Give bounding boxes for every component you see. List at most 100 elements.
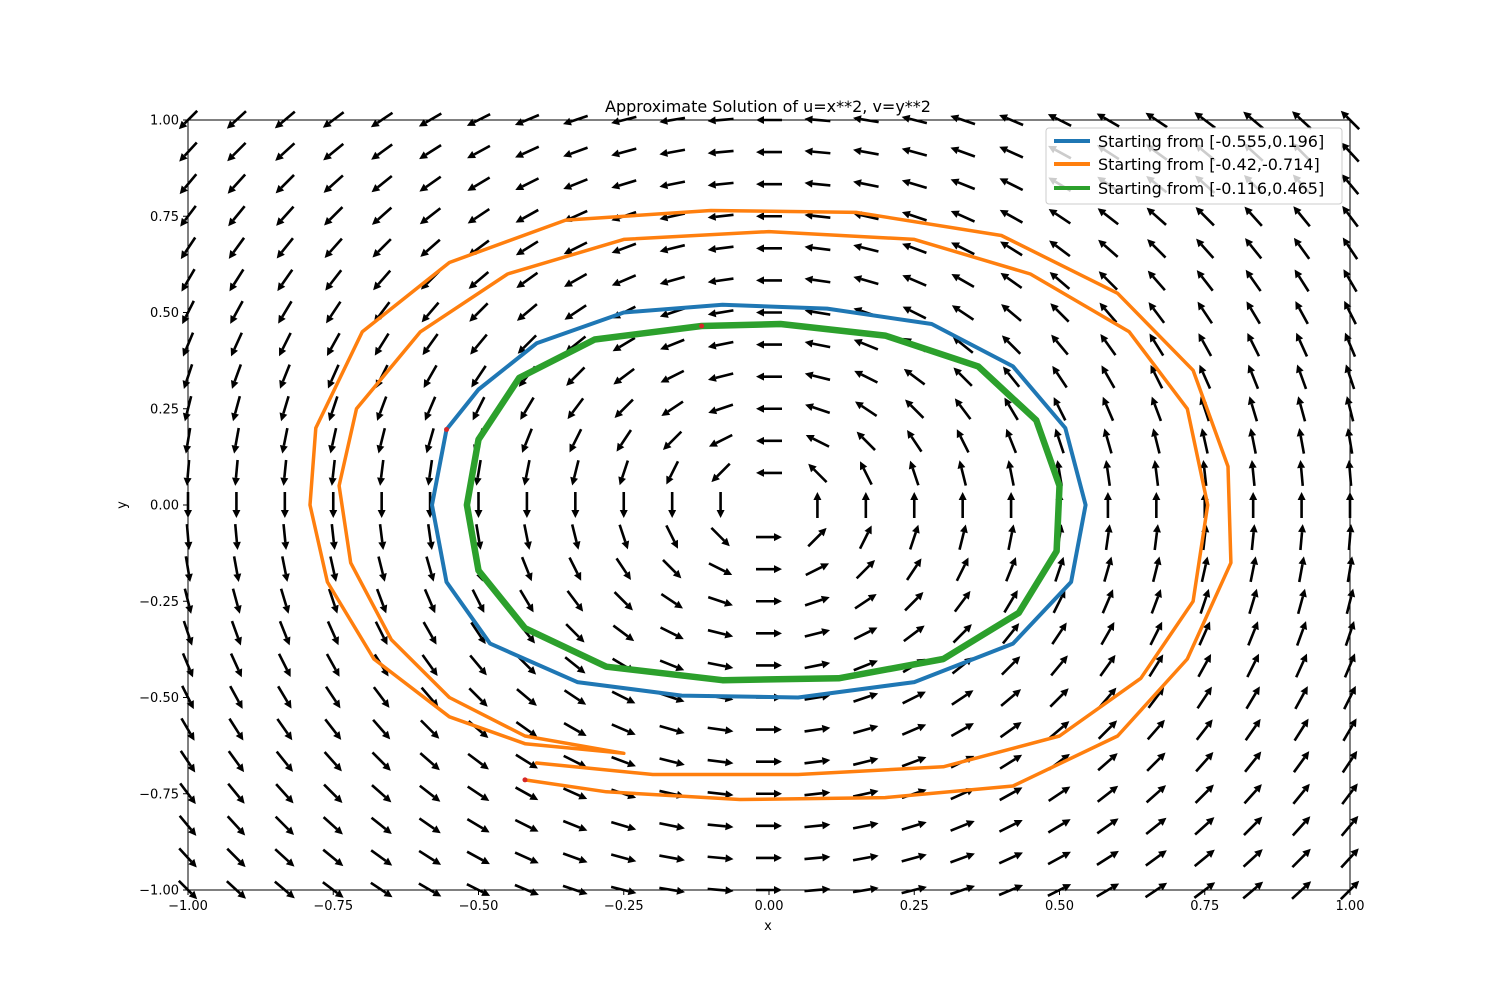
vector-arrow — [421, 301, 440, 323]
vector-arrow — [660, 338, 685, 351]
start-point-series-2 — [522, 777, 528, 783]
vector-arrow — [1001, 335, 1022, 355]
vector-arrow — [756, 180, 782, 189]
vector-arrow — [179, 141, 198, 162]
vector-arrow — [853, 243, 879, 253]
vector-arrow — [377, 492, 386, 518]
vector-arrow — [229, 653, 243, 678]
vector-arrow — [371, 143, 393, 160]
vector-arrow — [1344, 364, 1356, 390]
vector-arrow — [1194, 784, 1214, 804]
vector-arrow — [519, 589, 534, 613]
vector-arrow — [804, 660, 831, 670]
vector-arrow — [1242, 881, 1264, 900]
vector-arrow — [275, 783, 294, 804]
vector-arrow — [1199, 364, 1212, 390]
vector-arrow — [910, 492, 919, 518]
vector-arrow — [1103, 492, 1112, 518]
vector-arrow — [1246, 653, 1259, 678]
vector-arrow — [1246, 301, 1261, 325]
x-tick-label: −0.50 — [459, 899, 499, 914]
vector-arrow — [804, 211, 831, 220]
vector-arrow — [1000, 689, 1022, 707]
vector-arrow — [615, 557, 631, 580]
vector-arrow — [377, 556, 387, 582]
vector-arrow — [377, 459, 386, 486]
vector-arrow — [182, 620, 194, 646]
vector-arrow — [327, 396, 339, 422]
vector-arrow — [1341, 750, 1358, 774]
vector-arrow — [370, 881, 393, 898]
vector-arrow — [469, 302, 489, 322]
vector-arrow — [276, 205, 295, 226]
vector-arrow — [274, 880, 295, 899]
vector-arrow — [1291, 816, 1311, 837]
x-tick-label: 1.00 — [1336, 899, 1365, 914]
vector-arrow — [1193, 849, 1215, 868]
vector-arrow — [1145, 850, 1167, 867]
vector-arrow — [1099, 654, 1116, 677]
vector-arrow — [1196, 270, 1214, 292]
vector-arrow — [329, 524, 338, 551]
vector-arrow — [1096, 850, 1119, 866]
vector-arrow — [322, 816, 343, 835]
vector-arrow — [1003, 590, 1018, 614]
vector-arrow — [1248, 428, 1257, 454]
legend-frame — [1045, 127, 1343, 205]
vector-arrow — [999, 787, 1023, 802]
vector-arrow — [323, 174, 344, 193]
axis-ticks: −1.00 −0.75 −0.50 −0.25 0.00 0.25 0.50 0.75 1.00… — [139, 114, 1364, 915]
vector-arrow — [1344, 332, 1357, 358]
vector-arrow — [1342, 237, 1359, 260]
vector-arrow — [566, 590, 584, 612]
vector-arrow — [516, 303, 538, 321]
vector-arrow — [901, 852, 927, 863]
trajectory-series-3 — [463, 320, 1063, 684]
y-tick-label: −1.00 — [139, 884, 179, 899]
vector-arrow — [998, 884, 1024, 897]
vector-arrow — [564, 304, 587, 320]
vector-arrow — [1200, 556, 1210, 583]
vector-arrow — [179, 782, 196, 805]
vector-arrow — [1146, 719, 1165, 741]
vector-arrow — [804, 243, 831, 252]
vector-arrow — [1341, 174, 1360, 195]
vector-arrow — [1152, 492, 1161, 518]
vector-arrow — [522, 459, 531, 486]
vector-arrow — [419, 719, 440, 739]
vector-arrow — [1295, 653, 1308, 678]
vector-arrow — [999, 722, 1022, 739]
vector-arrow — [1096, 113, 1120, 128]
vector-arrow — [1147, 270, 1166, 292]
vector-arrow — [514, 113, 540, 126]
vector-arrow — [756, 597, 782, 606]
vector-arrow — [1052, 365, 1068, 389]
vector-arrow — [373, 269, 392, 291]
vector-arrow — [756, 565, 782, 574]
vector-arrow — [178, 109, 199, 130]
vector-arrow — [804, 339, 831, 349]
vector-arrow — [232, 556, 242, 582]
vector-arrow — [1103, 556, 1114, 583]
vector-arrow — [659, 116, 686, 125]
vector-arrow — [1345, 428, 1354, 454]
vector-arrow — [804, 628, 831, 638]
vector-arrow — [716, 492, 725, 518]
vector-arrow — [707, 822, 734, 831]
vector-arrow — [612, 336, 636, 352]
vector-arrow — [1096, 785, 1119, 803]
vector-arrow — [466, 818, 490, 833]
vector-arrow — [1247, 621, 1259, 646]
vector-arrow — [1296, 588, 1307, 615]
vector-arrow — [1049, 240, 1071, 258]
vector-arrow — [1096, 883, 1120, 898]
vector-arrow — [1147, 239, 1167, 259]
vector-arrow — [901, 820, 927, 831]
x-axis-label: x — [764, 919, 772, 934]
vector-arrow — [659, 854, 685, 863]
vector-arrow — [276, 237, 294, 259]
vector-arrow — [1343, 685, 1356, 710]
vector-arrow — [323, 142, 345, 161]
vector-arrow — [950, 114, 976, 126]
vector-arrow — [756, 276, 782, 285]
